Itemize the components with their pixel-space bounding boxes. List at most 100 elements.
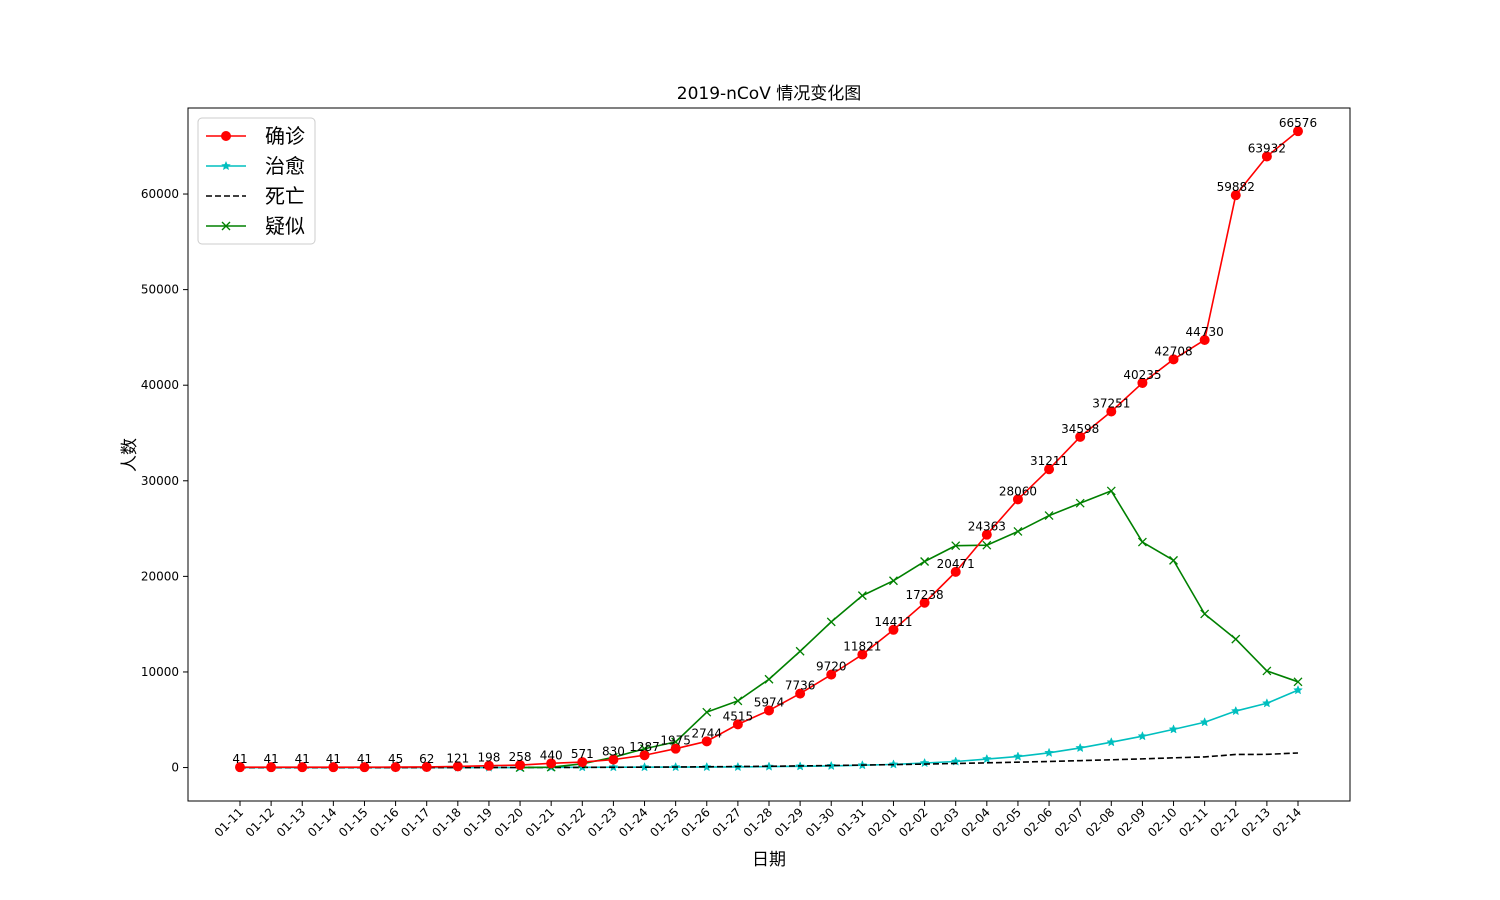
x-axis-label: 日期 xyxy=(752,850,786,870)
data-point xyxy=(1137,731,1148,741)
data-label: 198 xyxy=(477,751,500,765)
data-point-stroke xyxy=(1044,511,1054,521)
data-point xyxy=(1044,747,1054,758)
y-tick-label: 0 xyxy=(171,761,179,775)
data-point xyxy=(1199,334,1210,345)
data-point xyxy=(452,761,463,772)
data-point-stroke xyxy=(764,674,774,684)
data-label: 17238 xyxy=(905,588,943,602)
data-point xyxy=(982,540,992,550)
data-point-stroke xyxy=(920,557,930,566)
data-label: 34598 xyxy=(1061,422,1099,436)
data-label: 571 xyxy=(571,747,594,761)
legend-item-1: 治愈 xyxy=(206,154,305,178)
data-point xyxy=(1075,742,1086,753)
legend-item-0: 确诊 xyxy=(206,124,305,148)
legend-label: 确诊 xyxy=(265,124,305,148)
data-point xyxy=(1293,126,1303,137)
data-label: 1287 xyxy=(629,740,660,754)
data-point xyxy=(221,160,231,171)
legend-item-2: 死亡 xyxy=(206,184,305,208)
data-point xyxy=(221,131,231,141)
y-tick-label: 20000 xyxy=(141,569,179,583)
data-point xyxy=(546,758,557,769)
data-point xyxy=(857,591,867,601)
data-point xyxy=(950,566,961,577)
data-point xyxy=(951,541,961,551)
legend-box xyxy=(197,117,316,245)
y-tick-label: 40000 xyxy=(141,378,179,392)
data-label: 41 xyxy=(357,752,372,766)
y-tick-label: 10000 xyxy=(141,665,179,679)
data-point xyxy=(1168,724,1179,734)
data-label: 31211 xyxy=(1030,454,1068,468)
legend-label: 死亡 xyxy=(265,184,305,208)
series-line xyxy=(520,490,1299,769)
data-point xyxy=(1013,751,1023,761)
data-point xyxy=(1106,486,1116,496)
data-point xyxy=(577,757,588,768)
data-point xyxy=(297,762,308,773)
data-point xyxy=(1262,666,1272,676)
data-point xyxy=(221,221,231,231)
data-point xyxy=(733,696,743,706)
data-point-stroke xyxy=(1231,634,1241,644)
data-point-stroke xyxy=(221,221,231,231)
data-point-stroke xyxy=(1137,537,1147,547)
data-point xyxy=(421,761,432,772)
data-point xyxy=(795,646,805,656)
data-point xyxy=(1137,377,1148,388)
data-label: 5974 xyxy=(754,695,785,709)
data-label: 7736 xyxy=(785,679,816,693)
data-label: 1975 xyxy=(660,734,691,748)
series-layer xyxy=(235,126,1303,773)
data-point xyxy=(328,762,339,773)
data-point xyxy=(1293,677,1303,687)
data-label: 28060 xyxy=(999,484,1037,498)
data-point xyxy=(1168,354,1179,365)
data-point xyxy=(1012,494,1023,505)
data-label: 41 xyxy=(295,752,310,766)
data-label: 2744 xyxy=(691,726,722,740)
data-point xyxy=(1137,537,1147,547)
legend-item-3: 疑似 xyxy=(206,214,305,238)
data-point xyxy=(359,762,370,773)
data-point xyxy=(857,649,868,660)
data-point xyxy=(515,760,526,771)
data-point xyxy=(639,750,650,761)
series-3 xyxy=(515,486,1303,773)
y-axis: 0 10000 20000 30000 40000 50000 60000 xyxy=(141,187,188,775)
data-point-stroke xyxy=(889,576,898,586)
data-point-stroke xyxy=(1293,677,1303,687)
data-label: 41 xyxy=(263,752,278,766)
data-label: 121 xyxy=(446,751,469,765)
data-point xyxy=(981,529,992,540)
y-axis-label: 人数 xyxy=(120,438,140,472)
chart-title: 2019-nCoV 情况变化图 xyxy=(677,84,861,104)
legend-label: 治愈 xyxy=(265,154,305,178)
data-point-stroke xyxy=(795,646,805,656)
data-point xyxy=(701,761,712,772)
data-point-stroke xyxy=(1075,498,1085,508)
data-point xyxy=(235,762,245,773)
data-label: 24363 xyxy=(968,520,1006,534)
data-point-stroke xyxy=(1013,526,1023,536)
data-labels-layer: 41 41 41 41 41 45 62 121 198 258 440 571 830 1287 1975… xyxy=(232,116,1317,766)
plot-area xyxy=(188,108,1350,801)
data-point xyxy=(764,761,774,771)
data-point-stroke xyxy=(857,591,867,601)
series-0 xyxy=(235,126,1303,773)
data-point xyxy=(1075,498,1085,508)
y-tick-label: 30000 xyxy=(141,474,179,488)
data-label: 440 xyxy=(540,748,563,762)
data-point xyxy=(608,754,619,765)
data-label: 41 xyxy=(232,752,247,766)
data-point xyxy=(888,624,899,635)
data-label: 40235 xyxy=(1123,368,1161,382)
data-point xyxy=(919,597,930,608)
data-point xyxy=(266,762,277,773)
data-point xyxy=(1261,698,1272,708)
data-point xyxy=(1200,609,1210,619)
